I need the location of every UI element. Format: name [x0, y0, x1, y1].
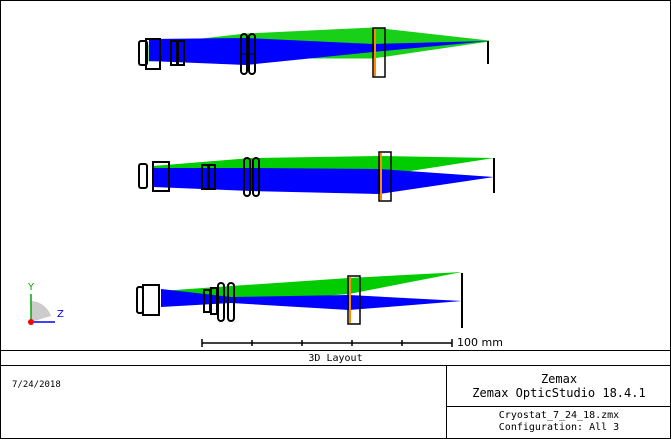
footer-date: 7/24/2018 — [12, 380, 61, 390]
footer-configuration: Configuration: All 3 — [498, 422, 620, 433]
footer-company: Zemax — [540, 372, 578, 386]
layout-plot: Y Z 100 mm — [27, 27, 503, 349]
ray-bundle-blue — [153, 168, 494, 194]
configuration-3-group — [136, 272, 463, 328]
window-element — [347, 275, 361, 325]
window-element — [372, 27, 386, 78]
configuration-2-group — [138, 151, 495, 202]
ray-bundle-green — [161, 272, 462, 303]
scale-bar-label: 100 mm — [457, 336, 503, 349]
axis-triad: Y Z — [27, 282, 64, 325]
lens-group — [138, 33, 256, 75]
footer-product: Zemax OpticStudio 18.4.1 — [472, 386, 646, 400]
ray-bundle-blue — [161, 289, 462, 310]
lens-group — [138, 157, 260, 197]
scale-bar — [201, 339, 453, 347]
window-element — [378, 151, 392, 202]
ray-bundle-blue — [149, 38, 489, 65]
plot-caption: 3D Layout — [0, 350, 671, 366]
axis-x-dot — [28, 319, 34, 325]
axis-triad-quadrant — [31, 301, 51, 322]
footer-info-box: Zemax Zemax OpticStudio 18.4.1 Cryostat_… — [446, 366, 671, 439]
configuration-1-group — [138, 27, 490, 78]
axis-z-label: Z — [57, 309, 64, 320]
footer-divider — [447, 406, 671, 407]
footer-file-name: Cryostat_7_24_18.zmx — [498, 410, 620, 421]
lens-group — [136, 282, 235, 322]
axis-y-label: Y — [27, 282, 35, 293]
